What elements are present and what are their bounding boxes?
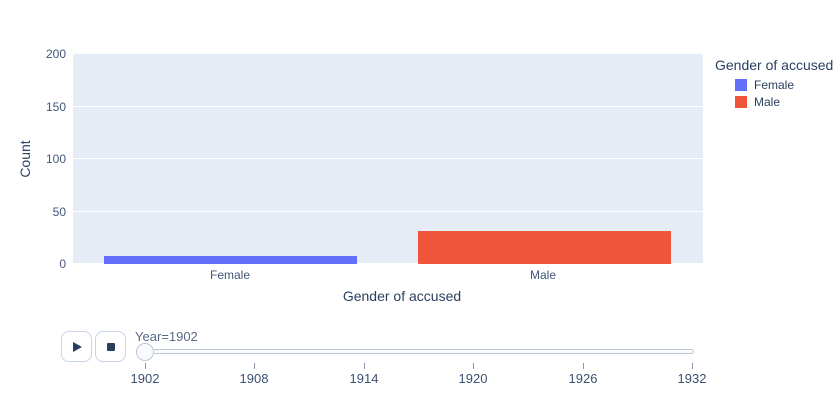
y-tick-label: 50 (52, 204, 66, 219)
slider-tick-label[interactable]: 1932 (677, 371, 707, 386)
legend: Gender of accused Female Male (715, 57, 840, 112)
y-tick-label: 200 (45, 47, 66, 61)
female-swatch-icon (735, 79, 747, 91)
legend-title: Gender of accused (715, 57, 834, 73)
slider-handle[interactable] (136, 343, 154, 361)
slider-tick (364, 363, 365, 369)
gridline-150 (73, 106, 703, 107)
y-tick-label: 0 (59, 257, 66, 271)
bar-male (418, 231, 671, 264)
legend-item-female[interactable]: Female (735, 78, 840, 92)
x-axis-title: Gender of accused (342, 288, 462, 304)
slider-tick (583, 363, 584, 369)
slider-tick (145, 363, 146, 369)
legend-item-label: Male (754, 95, 781, 109)
play-button[interactable] (61, 331, 92, 362)
play-icon (73, 341, 82, 352)
gridline-0 (73, 263, 703, 264)
slider-tick (473, 363, 474, 369)
x-tick-label-male: Male (529, 268, 556, 282)
y-tick-label: 150 (45, 99, 66, 114)
gridline-200 (73, 53, 703, 54)
slider-tick-label[interactable]: 1908 (239, 371, 269, 386)
gridline-100 (73, 158, 703, 159)
legend-item-male[interactable]: Male (735, 95, 840, 109)
bar-female (104, 255, 357, 264)
gridline-50 (73, 211, 703, 212)
slider-rail[interactable] (136, 349, 694, 354)
slider-tick-label[interactable]: 1926 (568, 371, 598, 386)
slider-tick-label[interactable]: 1914 (349, 371, 379, 386)
legend-item-label: Female (754, 78, 795, 92)
stop-button[interactable] (95, 331, 126, 362)
slider-tick-label[interactable]: 1902 (130, 371, 160, 386)
male-swatch-icon (735, 96, 747, 108)
slider-tick-label[interactable]: 1920 (458, 371, 488, 386)
slider-tick (254, 363, 255, 369)
plot-area (73, 53, 703, 264)
x-tick-label-female: Female (209, 268, 250, 282)
slider-current-value: Year=1902 (135, 329, 198, 344)
stop-icon (106, 342, 115, 351)
slider-tick (692, 363, 693, 369)
y-tick-label: 100 (45, 152, 66, 166)
